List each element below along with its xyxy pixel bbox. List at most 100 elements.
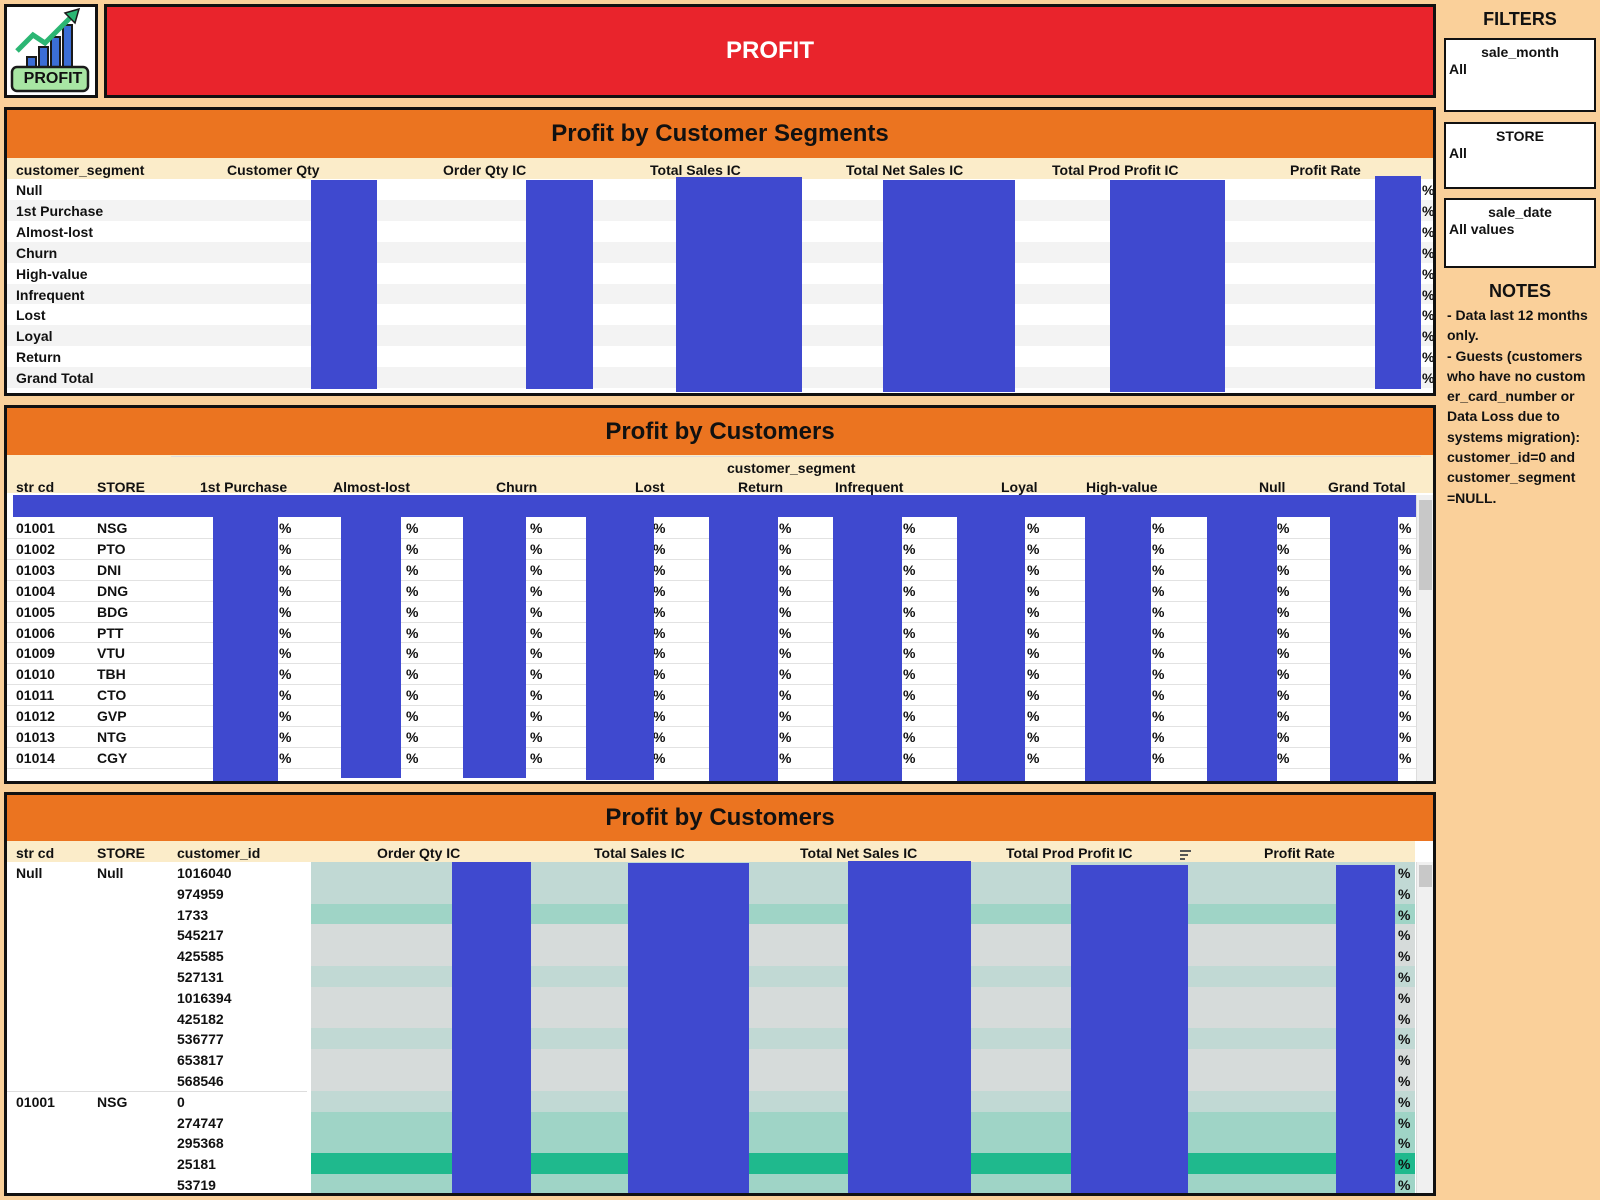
sort-icon[interactable] xyxy=(1179,849,1193,861)
percent-sign: % xyxy=(530,520,543,536)
percent-sign: % xyxy=(279,540,292,557)
col-loyal[interactable]: Loyal xyxy=(1001,479,1038,495)
col-total-net-sales[interactable]: Total Net Sales IC xyxy=(800,845,918,861)
col-total-prod-profit[interactable]: Total Prod Profit IC xyxy=(1006,845,1133,861)
percent-sign: % xyxy=(1422,286,1435,303)
percent-sign: % xyxy=(1027,645,1040,662)
segment-name: Lost xyxy=(16,307,46,324)
col-1st-purchase[interactable]: 1st Purchase xyxy=(200,479,288,495)
store-code: 01013 xyxy=(16,729,55,745)
percent-sign: % xyxy=(279,687,292,704)
percent-sign: % xyxy=(779,645,792,662)
percent-sign: % xyxy=(779,624,792,641)
store-panel-scroll-thumb[interactable] xyxy=(1419,500,1432,590)
percent-sign: % xyxy=(1398,865,1411,881)
percent-sign: % xyxy=(530,624,543,641)
percent-sign: % xyxy=(279,582,292,599)
filter-label: sale_date xyxy=(1488,204,1552,220)
percent-sign: % xyxy=(653,520,666,536)
redacted-values xyxy=(586,516,654,780)
col-order-qty[interactable]: Order Qty IC xyxy=(443,162,527,178)
filter-sale-date[interactable]: sale_date All values xyxy=(1444,198,1596,268)
col-order-qty[interactable]: Order Qty IC xyxy=(377,845,461,861)
col-null[interactable]: Null xyxy=(1259,479,1286,495)
customer-id: 25181 xyxy=(177,1156,216,1173)
col-grand-total[interactable]: Grand Total xyxy=(1328,479,1406,495)
notes-text: - Data last 12 months only. - Guests (cu… xyxy=(1447,307,1588,506)
filter-value[interactable]: All xyxy=(1449,145,1467,161)
col-customer-qty[interactable]: Customer Qty xyxy=(227,162,320,178)
percent-sign: % xyxy=(406,666,419,683)
percent-sign: % xyxy=(1398,1177,1411,1193)
percent-sign: % xyxy=(1399,520,1412,536)
col-profit-rate[interactable]: Profit Rate xyxy=(1264,845,1335,861)
col-total-net-sales[interactable]: Total Net Sales IC xyxy=(846,162,964,178)
col-almost-lost[interactable]: Almost-lost xyxy=(333,479,410,495)
filter-sale-month[interactable]: sale_month All xyxy=(1444,38,1596,112)
store-name: NSG xyxy=(97,520,128,536)
panel-title-text: Profit by Customer Segments xyxy=(551,120,889,147)
percent-sign: % xyxy=(653,729,666,745)
customer-id: 0 xyxy=(177,1093,185,1110)
col-total-prod-profit[interactable]: Total Prod Profit IC xyxy=(1052,162,1179,178)
percent-sign: % xyxy=(903,561,916,578)
col-return[interactable]: Return xyxy=(738,479,784,495)
customer-id: 1016040 xyxy=(177,865,232,881)
col-total-sales[interactable]: Total Sales IC xyxy=(594,845,685,861)
col-profit-rate[interactable]: Profit Rate xyxy=(1290,162,1361,178)
store-name: DNG xyxy=(97,582,129,599)
filter-store[interactable]: STORE All xyxy=(1444,122,1596,189)
redacted-values xyxy=(1085,516,1151,781)
filter-value[interactable]: All values xyxy=(1449,221,1515,237)
customer-id: 274747 xyxy=(177,1114,224,1131)
percent-sign: % xyxy=(406,603,419,620)
percent-sign: % xyxy=(1027,687,1040,704)
col-str-cd[interactable]: str cd xyxy=(16,479,55,495)
page-title: PROFIT xyxy=(726,37,814,64)
col-churn[interactable]: Churn xyxy=(496,479,538,495)
percent-sign: % xyxy=(1152,520,1165,536)
segment-name: Grand Total xyxy=(16,370,94,387)
customer-panel-scrollbar[interactable] xyxy=(1416,862,1433,1193)
percent-sign: % xyxy=(1399,729,1412,745)
percent-sign: % xyxy=(1422,202,1435,219)
col-customer-segment[interactable]: customer_segment xyxy=(16,162,145,178)
store-name: CTO xyxy=(97,687,127,704)
segment-name: Loyal xyxy=(16,328,53,345)
percent-sign: % xyxy=(1399,687,1412,704)
col-total-sales[interactable]: Total Sales IC xyxy=(650,162,741,178)
store-code: 01014 xyxy=(16,749,55,766)
filter-value[interactable]: All xyxy=(1449,61,1467,77)
percent-sign: % xyxy=(903,749,916,766)
percent-sign: % xyxy=(1152,582,1165,599)
percent-sign: % xyxy=(1398,1010,1411,1027)
customer-panel-scroll-thumb[interactable] xyxy=(1419,865,1432,887)
redacted-total-row xyxy=(13,495,1417,517)
percent-sign: % xyxy=(903,666,916,683)
percent-sign: % xyxy=(1027,582,1040,599)
dashboard-title-bar: PROFIT xyxy=(104,4,1436,98)
store-code: 01005 xyxy=(16,603,55,620)
redacted-values xyxy=(463,516,526,778)
col-store[interactable]: STORE xyxy=(97,479,145,495)
redacted-values xyxy=(848,861,971,1193)
percent-sign: % xyxy=(279,749,292,766)
col-lost[interactable]: Lost xyxy=(635,479,665,495)
col-store[interactable]: STORE xyxy=(97,845,145,861)
col-str-cd[interactable]: str cd xyxy=(16,845,55,861)
percent-sign: % xyxy=(779,729,792,745)
percent-sign: % xyxy=(1152,729,1165,745)
store-name: GVP xyxy=(97,708,127,725)
percent-sign: % xyxy=(1422,307,1435,324)
percent-sign: % xyxy=(279,666,292,683)
redacted-values xyxy=(957,516,1025,781)
percent-sign: % xyxy=(1277,645,1290,662)
segment-name: Return xyxy=(16,349,62,366)
percent-sign: % xyxy=(530,749,543,766)
col-high-value[interactable]: High-value xyxy=(1086,479,1158,495)
col-infrequent[interactable]: Infrequent xyxy=(835,479,904,495)
col-customer-id[interactable]: customer_id xyxy=(177,845,261,861)
percent-sign: % xyxy=(653,708,666,725)
percent-sign: % xyxy=(1398,989,1411,1006)
percent-sign: % xyxy=(1027,624,1040,641)
